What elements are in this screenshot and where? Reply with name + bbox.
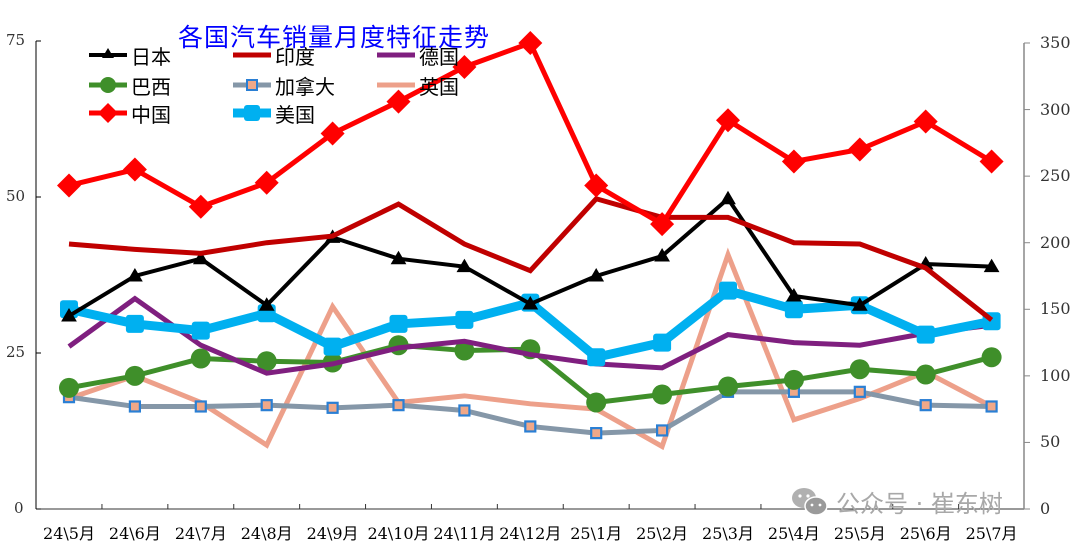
- right-tick-label: 100: [1040, 365, 1071, 385]
- x-tick-label: 25\2月: [636, 524, 689, 543]
- legend-label: 中国: [131, 102, 171, 127]
- legend-marker-icon: [377, 52, 415, 58]
- series-中国: [57, 31, 1004, 237]
- legend-label: 印度: [275, 44, 315, 69]
- x-tick-label: 24\6月: [108, 524, 161, 543]
- series-印度: [68, 195, 994, 322]
- x-tick-label: 24\5月: [43, 524, 95, 543]
- right-tick-label: 300: [1040, 99, 1071, 119]
- legend-marker-icon: [377, 82, 415, 88]
- x-tick-label: 24\8月: [240, 524, 293, 543]
- left-tick-label: 75: [6, 31, 26, 49]
- x-tick-label: 24\12月: [499, 524, 562, 543]
- x-tick-label: 25\7月: [965, 524, 1018, 543]
- legend-marker-icon: [89, 48, 127, 58]
- legend-marker-icon: [233, 105, 271, 121]
- x-tick-label: 25\3月: [702, 524, 754, 543]
- right-tick-label: 50: [1040, 432, 1061, 452]
- legend-item: 美国: [232, 100, 315, 127]
- legend-label: 德国: [419, 44, 459, 69]
- legend-label: 巴西: [131, 74, 171, 99]
- left-tick-label: 0: [14, 499, 24, 517]
- right-tick-label: 200: [1040, 232, 1071, 252]
- legend-item: 中国: [88, 100, 171, 127]
- right-tick-label: 250: [1040, 166, 1071, 186]
- x-tick-label: 24\10月: [367, 524, 430, 543]
- series-巴西: [59, 335, 1002, 413]
- series-加拿大: [62, 385, 998, 440]
- x-tick-label: 24\9月: [306, 524, 359, 543]
- x-tick-label: 25\6月: [899, 524, 952, 543]
- left-tick-label: 50: [6, 187, 26, 205]
- legend-label: 美国: [275, 102, 315, 127]
- legend-marker-icon: [233, 52, 271, 58]
- right-tick-label: 350: [1040, 33, 1071, 52]
- legend-label: 日本: [131, 44, 171, 69]
- legend-marker-icon: [89, 77, 127, 93]
- legend-label: 加拿大: [275, 74, 335, 99]
- right-tick-label: 0: [1040, 499, 1051, 518]
- series-日本: [61, 190, 1000, 322]
- series-德国: [67, 295, 992, 376]
- x-tick-label: 24\11月: [433, 524, 496, 543]
- left-tick-label: 25: [6, 343, 26, 361]
- legend-marker-icon: [233, 79, 271, 91]
- chart-title: 各国汽车销量月度特征走势: [178, 23, 491, 52]
- legend-item: 巴西: [88, 72, 171, 99]
- legend-item: 德国: [376, 42, 459, 69]
- legend-item: 英国: [376, 72, 459, 99]
- x-tick-label: 25\5月: [833, 524, 886, 543]
- right-tick-label: 150: [1040, 299, 1071, 319]
- watermark: 公众号 · 崔东树: [790, 484, 1003, 519]
- legend-item: 印度: [232, 42, 315, 69]
- x-tick-label: 24\7月: [174, 524, 227, 543]
- legend-item: 日本: [88, 42, 171, 69]
- series-英国: [68, 247, 993, 451]
- watermark-text: 公众号 · 崔东树: [836, 490, 1003, 518]
- x-tick-label: 25\1月: [570, 524, 623, 543]
- legend-label: 英国: [419, 74, 459, 99]
- legend-marker-icon: [89, 103, 127, 123]
- x-tick-label: 25\4月: [767, 524, 820, 543]
- legend-item: 加拿大: [232, 72, 335, 99]
- wechat-icon: [792, 487, 828, 516]
